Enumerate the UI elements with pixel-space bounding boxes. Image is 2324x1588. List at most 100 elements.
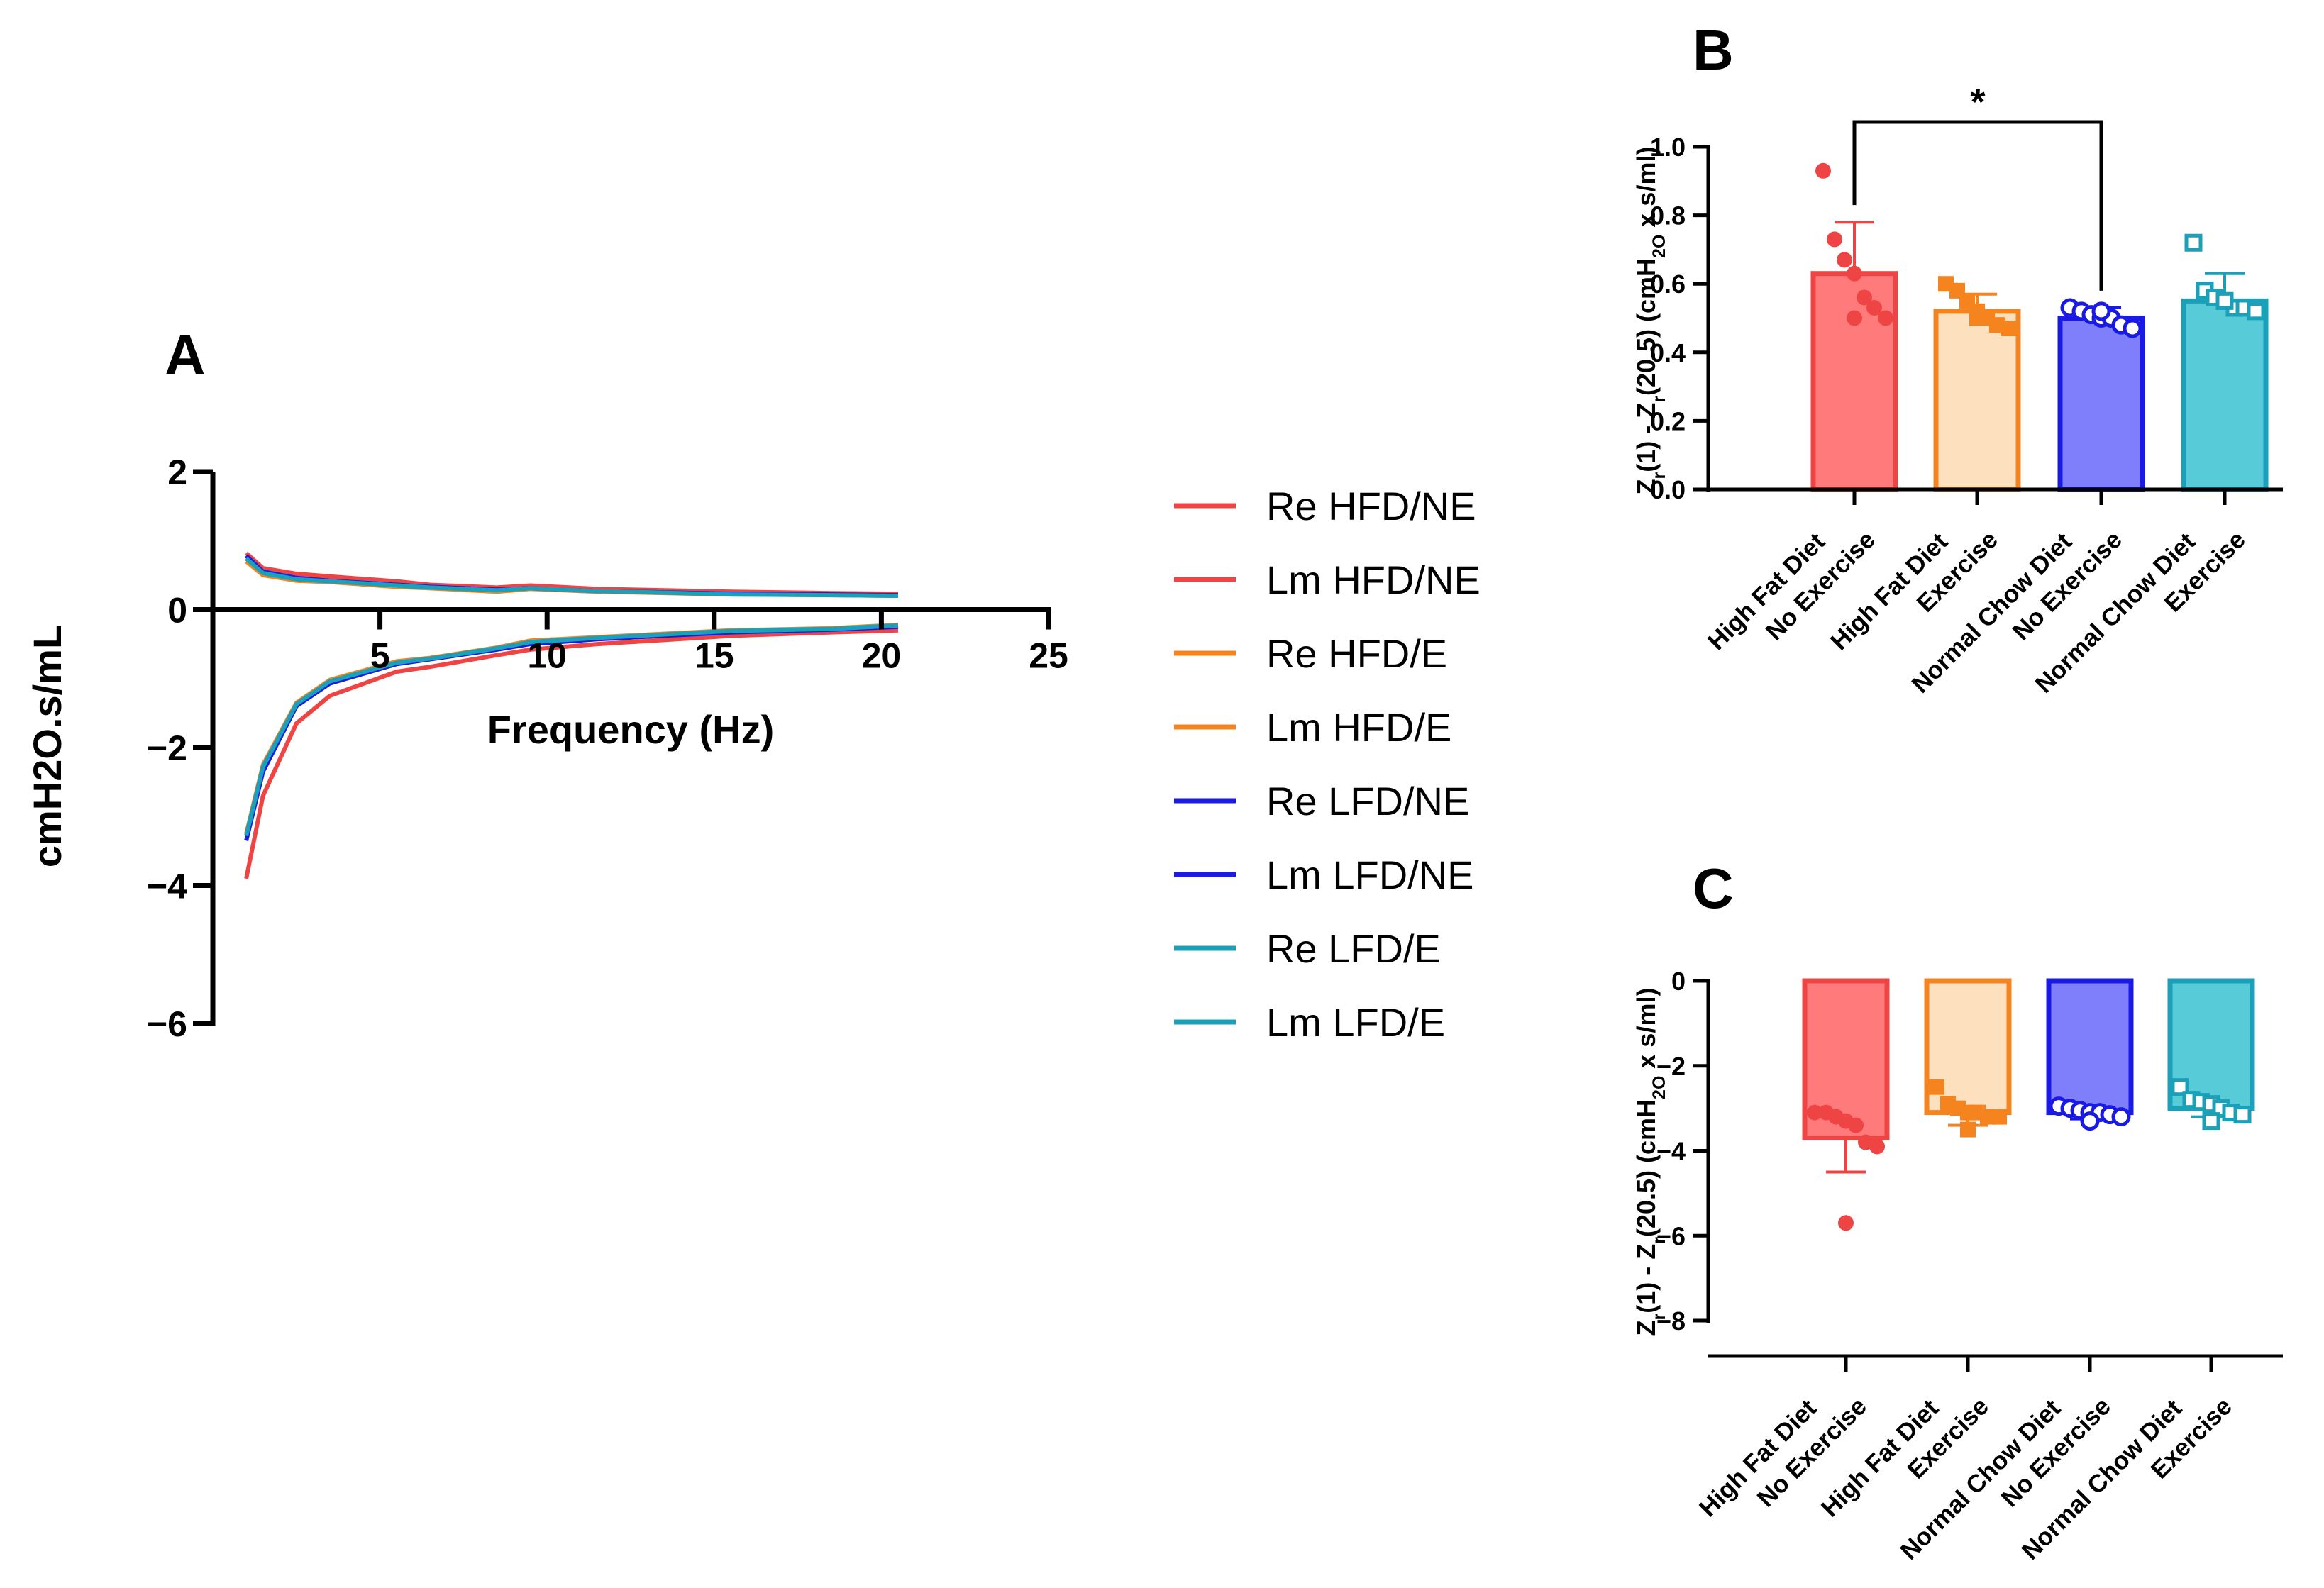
legend-label-3: Re HFD/E [1266, 631, 1447, 676]
y-tick-label-b-3: 0.6 [1650, 270, 1686, 299]
y-tick-label-b-0: 0.0 [1650, 475, 1686, 504]
legend-label-1: Re HFD/NE [1266, 484, 1476, 528]
point-b-1-4 [1847, 265, 1862, 282]
point-c-3-8 [2080, 1111, 2100, 1131]
y-tick-label-3: 0 [167, 591, 187, 631]
x-tick-label-0: 5 [370, 636, 390, 676]
point-b-1-5 [1857, 289, 1872, 306]
y-tick-label-0: −6 [147, 1004, 187, 1044]
y-axis-title: cmH2O.s/mL [25, 625, 70, 867]
point-b-1-8 [1847, 310, 1862, 326]
bar-b-1 [1810, 271, 1898, 492]
series-line-2 [244, 628, 899, 879]
y-tick-label-c-3: −6 [1656, 1221, 1686, 1250]
point-c-4-8 [2202, 1112, 2220, 1131]
x-axis-title: Frequency (Hz) [487, 707, 775, 752]
y-tick-label-b-1: 0.2 [1650, 406, 1686, 435]
point-c-2-8 [1960, 1121, 1976, 1138]
point-b-1-2 [1827, 231, 1842, 248]
series-line-7 [245, 557, 899, 598]
y-axis-title-c: Zr(1) - Zr(20.5) (cmH2O x s/ml) [1632, 988, 1669, 1336]
legend-label-5: Re LFD/NE [1266, 779, 1469, 823]
point-b-4-8 [2215, 291, 2234, 310]
panel-label-a: A [165, 323, 206, 387]
y-tick-label-c-2: −4 [1656, 1137, 1686, 1166]
x-tick-label-2: 15 [695, 636, 734, 676]
y-axis-title-text-b-sub: 2O [1649, 235, 1669, 258]
point-b-2-7 [2001, 320, 2016, 336]
series-line-8 [244, 623, 899, 837]
y-tick-label-1: −4 [147, 867, 187, 906]
y-axis-title-text-c: Zr(1) - Zr(20.5) (cmH2O x s/ml) [1632, 988, 1669, 1336]
significance-label: * [1970, 81, 1985, 123]
bar-c-3 [2046, 978, 2134, 1116]
y-axis-title-text-b-part: (20.5) (cmH [1632, 258, 1661, 396]
x-tick-label-3: 20 [862, 636, 902, 676]
point-b-1-3 [1837, 252, 1852, 268]
y-tick-label-b-2: 0.4 [1650, 338, 1686, 367]
point-b-1-6 [1866, 300, 1882, 316]
series-lines [244, 551, 899, 879]
panel-label-c: C [1693, 857, 1734, 920]
point-b-3-8 [2091, 301, 2111, 321]
y-tick-label-c-0: 0 [1671, 967, 1686, 996]
significance-bracket [1852, 120, 2103, 291]
point-b-4-1 [2184, 233, 2203, 252]
point-b-1-1 [1815, 162, 1831, 179]
point-b-1-7 [1878, 310, 1893, 326]
legend-label-7: Re LFD/E [1266, 926, 1441, 971]
point-b-4-7 [2247, 302, 2265, 321]
y-axis-title-text-c-part: x s/ml) [1632, 988, 1661, 1076]
legend-label-8: Lm LFD/E [1266, 1000, 1445, 1045]
point-b-3-7 [2123, 318, 2142, 338]
point-c-2-1 [1929, 1079, 1944, 1095]
x-tick-label-1: 10 [527, 636, 567, 676]
y-axis-title-text-b-part: Z [1632, 479, 1661, 494]
point-c-1-1 [1807, 1104, 1822, 1121]
y-tick-label-b-5: 1.0 [1650, 133, 1686, 162]
y-axis-title-text-b-sub: r [1649, 396, 1669, 403]
point-c-4-7 [2233, 1106, 2252, 1124]
y-axis-title-text-b-part: (1) - Z [1632, 403, 1661, 472]
y-axis-title-text-b-part: x s/ml) [1632, 147, 1661, 235]
x-tick-label-4: 25 [1029, 636, 1068, 676]
series-line-1 [245, 551, 899, 596]
point-c-3-7 [2111, 1107, 2131, 1127]
y-axis-title-b: Zr(1) - Zr(20.5) (cmH2O x s/ml) [1632, 147, 1669, 495]
y-axis-title-text-c-sub: r [1649, 1313, 1669, 1320]
y-tick-label-2: −2 [147, 728, 187, 768]
y-axis-title-text-c-part: Z [1632, 1320, 1661, 1336]
legend-label-6: Lm LFD/NE [1266, 853, 1474, 897]
bar-b-3 [2057, 316, 2145, 492]
y-tick-label-c-1: −2 [1656, 1052, 1686, 1081]
y-axis-title-text-c-sub: r [1649, 1237, 1669, 1244]
point-b-2-8 [1969, 310, 1985, 326]
point-c-1-7 [1869, 1138, 1885, 1155]
y-axis-title-text-c-part: (1) - Z [1632, 1244, 1661, 1314]
point-c-1-8 [1838, 1215, 1854, 1231]
panel-label-b: B [1693, 18, 1734, 82]
y-tick-label-4: 2 [167, 452, 187, 492]
legend: Re HFD/NE Lm HFD/NE Re HFD/E Lm HFD/E Re LFD… [1174, 484, 1481, 1045]
bar-b-4 [2181, 298, 2269, 492]
y-axis-title-text-b-sub: r [1649, 472, 1669, 479]
y-tick-label-c-4: −8 [1656, 1306, 1686, 1336]
legend-label-4: Lm HFD/E [1266, 705, 1451, 750]
y-axis-title-text-c-sub: 2O [1649, 1076, 1669, 1099]
bar-b-2 [1933, 309, 2021, 492]
point-c-4-1 [2171, 1078, 2189, 1096]
legend-label-2: Lm HFD/NE [1266, 557, 1481, 602]
point-c-2-7 [1991, 1109, 2007, 1125]
y-axis-title-text-c-part: (20.5) (cmH [1632, 1099, 1661, 1237]
y-axis-title-text-b: Zr(1) - Zr(20.5) (cmH2O x s/ml) [1632, 147, 1669, 495]
y-tick-label-b-4: 0.8 [1650, 201, 1686, 231]
point-c-1-5 [1848, 1117, 1864, 1133]
